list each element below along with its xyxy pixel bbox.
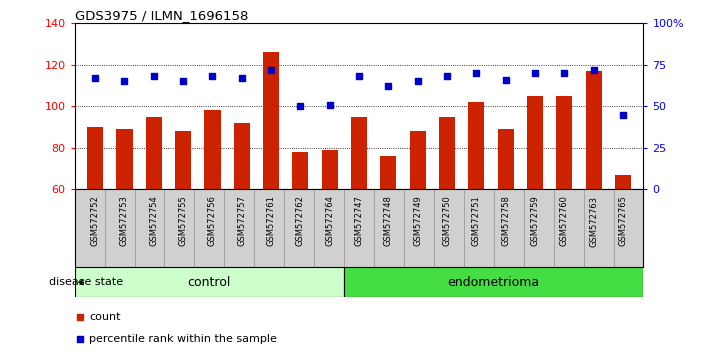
Text: GSM572761: GSM572761 — [267, 196, 276, 246]
Bar — [527, 96, 543, 189]
Bar — [175, 131, 191, 189]
Bar — [164, 189, 194, 267]
Point — [442, 73, 453, 79]
Text: GSM572748: GSM572748 — [384, 196, 393, 246]
Text: control: control — [188, 276, 231, 289]
Bar — [234, 123, 250, 189]
Point — [236, 75, 247, 81]
Text: GSM572753: GSM572753 — [120, 196, 129, 246]
Point — [353, 73, 365, 79]
Point — [617, 112, 629, 117]
Text: GSM572750: GSM572750 — [442, 196, 451, 246]
Bar — [404, 189, 434, 267]
Text: GSM572762: GSM572762 — [296, 196, 305, 246]
Bar — [374, 189, 404, 267]
Point — [90, 75, 101, 81]
Point — [588, 67, 599, 73]
Point — [559, 70, 570, 76]
Bar — [410, 131, 426, 189]
Bar — [524, 189, 554, 267]
Bar — [117, 129, 132, 189]
Text: GSM572752: GSM572752 — [91, 196, 100, 246]
Bar — [464, 189, 493, 267]
Bar — [554, 189, 584, 267]
Bar — [292, 152, 309, 189]
Bar — [586, 71, 602, 189]
Point — [471, 70, 482, 76]
Text: GSM572755: GSM572755 — [178, 196, 188, 246]
Text: GSM572756: GSM572756 — [208, 196, 217, 246]
Text: GSM572763: GSM572763 — [589, 196, 598, 247]
Point — [207, 73, 218, 79]
Text: disease state: disease state — [49, 277, 123, 287]
Bar — [351, 116, 367, 189]
Bar — [263, 52, 279, 189]
Bar — [146, 116, 162, 189]
Point — [75, 314, 86, 320]
Point — [529, 70, 540, 76]
Point — [148, 73, 159, 79]
Bar — [75, 189, 105, 267]
Bar — [321, 150, 338, 189]
Point — [324, 102, 336, 107]
Text: GSM572759: GSM572759 — [530, 196, 540, 246]
Bar — [344, 189, 374, 267]
Bar — [614, 189, 643, 267]
Text: GDS3975 / ILMN_1696158: GDS3975 / ILMN_1696158 — [75, 9, 248, 22]
Text: GSM572758: GSM572758 — [501, 196, 510, 246]
Bar — [225, 189, 255, 267]
Bar — [584, 189, 614, 267]
Text: GSM572765: GSM572765 — [619, 196, 627, 246]
Text: GSM572751: GSM572751 — [472, 196, 481, 246]
Text: GSM572764: GSM572764 — [325, 196, 334, 246]
Bar — [556, 96, 572, 189]
Text: GSM572757: GSM572757 — [237, 196, 246, 246]
Bar — [344, 267, 643, 297]
Text: GSM572754: GSM572754 — [149, 196, 159, 246]
Bar — [194, 189, 225, 267]
Point — [119, 78, 130, 84]
Text: GSM572760: GSM572760 — [560, 196, 569, 246]
Bar — [434, 189, 464, 267]
Bar — [105, 189, 134, 267]
Bar — [255, 189, 284, 267]
Text: endometrioma: endometrioma — [448, 276, 540, 289]
Point — [383, 84, 394, 89]
Bar — [493, 189, 524, 267]
Text: GSM572749: GSM572749 — [413, 196, 422, 246]
Bar — [615, 175, 631, 189]
Bar — [380, 156, 397, 189]
Bar — [314, 189, 344, 267]
Bar — [439, 116, 455, 189]
Point — [265, 67, 277, 73]
Text: GSM572747: GSM572747 — [355, 196, 363, 246]
Bar — [204, 110, 220, 189]
Point — [75, 336, 86, 342]
Point — [295, 103, 306, 109]
Bar — [498, 129, 514, 189]
Bar — [75, 267, 344, 297]
Bar — [87, 127, 103, 189]
Bar — [134, 189, 164, 267]
Point — [412, 78, 423, 84]
Point — [500, 77, 511, 82]
Point — [178, 78, 189, 84]
Text: count: count — [89, 312, 120, 322]
Text: percentile rank within the sample: percentile rank within the sample — [89, 334, 277, 344]
Bar — [284, 189, 314, 267]
Bar — [469, 102, 484, 189]
